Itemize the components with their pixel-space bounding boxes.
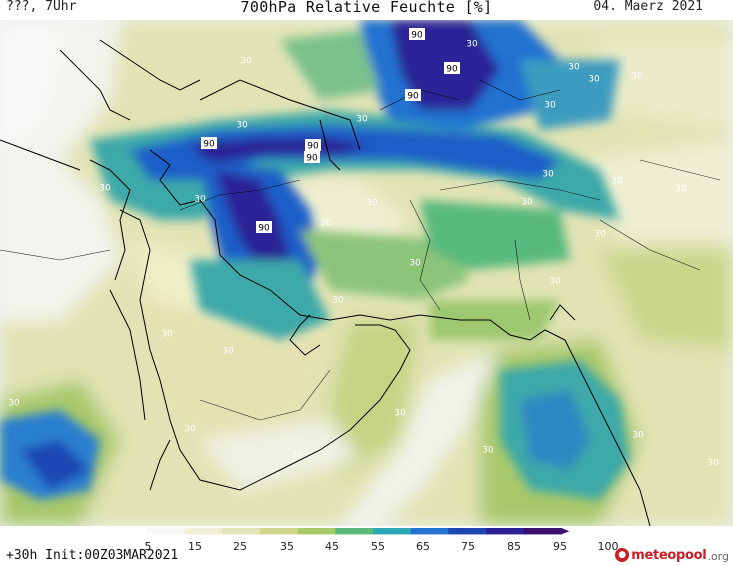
contour-label-30: 30 — [594, 230, 606, 240]
colorbar-segment — [260, 528, 299, 535]
colorbar-segment — [222, 528, 261, 535]
colorbar — [147, 528, 570, 535]
contour-label-30: 30 — [482, 446, 494, 456]
contour-label-30: 30 — [236, 121, 248, 131]
contour-label-90: 90 — [411, 31, 423, 41]
contour-label-30: 30 — [521, 198, 533, 208]
map-title: 700hPa Relative Feuchte [%] — [240, 0, 493, 16]
humidity-map[interactable]: 30 30 30 30 30 30 30 30 30 30 30 30 30 30 30 30 30 30 30 30… — [0, 20, 733, 526]
colorbar-segment — [297, 528, 336, 535]
contour-label-90: 90 — [306, 154, 318, 164]
contour-label-30: 30 — [611, 177, 623, 187]
contour-label-30: 30 — [184, 425, 196, 435]
contour-label-30: 30 — [8, 399, 20, 409]
legend-tick-label: 85 — [507, 540, 521, 553]
contour-label-90: 90 — [258, 224, 270, 234]
contour-label-bg — [201, 137, 217, 149]
contour-label-30: 30 — [366, 199, 378, 209]
brand-tld: .org — [707, 549, 729, 563]
contour-label-30: 30 — [631, 72, 643, 82]
contour-label-30: 30 — [542, 170, 554, 180]
contour-label-30: 30 — [99, 184, 111, 194]
legend-tick-label: 55 — [371, 540, 385, 553]
contour-label-bg — [256, 221, 272, 233]
contour-label-30: 30 — [466, 40, 478, 50]
legend: 5 15 25 35 45 55 65 75 85 95 100 — [100, 527, 630, 553]
contour-label-bg — [409, 28, 425, 40]
legend-tick-label: 75 — [461, 540, 475, 553]
forecast-time-label: ???, 7Uhr — [6, 0, 77, 14]
contour-label-30: 30 — [568, 63, 580, 73]
coastlines — [0, 39, 651, 526]
colorbar-arrow — [561, 528, 570, 535]
contour-label-bg — [305, 139, 321, 151]
legend-tick-label: 15 — [188, 540, 202, 553]
contour-label-30: 30 — [409, 259, 421, 269]
colorbar-segment — [184, 528, 223, 535]
contour-label-30: 30 — [291, 451, 303, 461]
brand-logo[interactable]: ● meteopool .org — [615, 545, 729, 565]
contour-label-30: 30 — [320, 219, 332, 229]
contour-label-90: 90 — [407, 92, 419, 102]
colorbar-segment — [147, 528, 186, 535]
legend-tick-label: 95 — [553, 540, 567, 553]
contour-label-30: 30 — [161, 330, 173, 340]
contour-label-30: 30 — [222, 347, 234, 357]
contour-labels: 30 30 30 30 30 30 30 30 30 30 30 30 30 30 30 30 30 30 30 30… — [8, 28, 719, 469]
map-svg: 30 30 30 30 30 30 30 30 30 30 30 30 30 30 30 30 30 30 30 30… — [0, 20, 733, 526]
contour-label-30: 30 — [332, 296, 344, 306]
colorbar-segment — [373, 528, 412, 535]
contour-label-90: 90 — [307, 142, 319, 152]
valid-date-label: 04. Maerz 2021 — [593, 0, 703, 14]
contour-label-bg — [444, 62, 460, 74]
contour-label-90: 90 — [446, 65, 458, 75]
contour-label-30: 30 — [549, 277, 561, 287]
legend-tick-label: 35 — [280, 540, 294, 553]
contour-label-30: 30 — [675, 185, 687, 195]
contour-label-30: 30 — [544, 101, 556, 111]
contour-label-30: 30 — [240, 57, 252, 67]
header: ???, 7Uhr 700hPa Relative Feuchte [%] 04… — [0, 0, 733, 20]
legend-tick-label: 65 — [416, 540, 430, 553]
legend-tick-label: 100 — [597, 540, 619, 553]
colorbar-segment — [335, 528, 374, 535]
colorbar-segment — [486, 528, 525, 535]
contour-label-bg — [304, 151, 320, 163]
legend-tick-label: 25 — [233, 540, 247, 553]
legend-tick-label: 5 — [144, 540, 152, 553]
contour-label-30: 30 — [356, 115, 368, 125]
moisture-bands — [0, 20, 630, 500]
borders — [0, 79, 721, 421]
contour-label-30: 30 — [588, 75, 600, 85]
brand-icon: ● — [615, 548, 630, 562]
contour-label-30: 30 — [707, 459, 719, 469]
colorbar-segment — [410, 528, 449, 535]
contour-label-30: 30 — [194, 195, 206, 205]
legend-tick-label: 45 — [325, 540, 339, 553]
brand-name: meteopool — [631, 547, 707, 563]
colorbar-segment — [448, 528, 487, 535]
colorbar-segment — [523, 528, 562, 535]
contour-label-30: 30 — [394, 409, 406, 419]
contour-label-30: 30 — [632, 431, 644, 441]
contour-label-bg — [405, 89, 421, 101]
contour-label-90: 90 — [203, 140, 215, 150]
run-info: +30h Init:00Z03MAR2021 — [6, 548, 179, 563]
